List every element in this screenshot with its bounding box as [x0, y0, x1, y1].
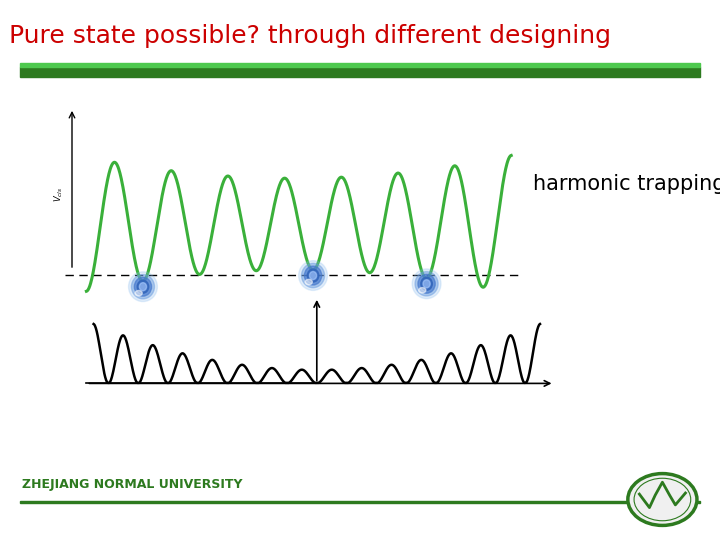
Bar: [20, 63, 700, 67]
Ellipse shape: [418, 274, 435, 293]
Text: ZHEJIANG NORMAL UNIVERSITY: ZHEJIANG NORMAL UNIVERSITY: [22, 478, 242, 491]
Ellipse shape: [138, 280, 149, 293]
Ellipse shape: [420, 278, 432, 291]
Ellipse shape: [305, 266, 322, 285]
Ellipse shape: [415, 272, 438, 296]
Text: Pure state possible? through different designing: Pure state possible? through different d…: [9, 24, 611, 48]
Ellipse shape: [302, 264, 325, 288]
Ellipse shape: [423, 280, 430, 288]
Ellipse shape: [135, 291, 143, 296]
Ellipse shape: [305, 279, 312, 285]
Bar: [20, 67, 700, 77]
Circle shape: [628, 474, 697, 525]
Ellipse shape: [307, 269, 319, 282]
Ellipse shape: [135, 277, 152, 296]
Ellipse shape: [132, 274, 155, 299]
Ellipse shape: [129, 272, 158, 301]
Text: $V_{cls}$: $V_{cls}$: [53, 187, 66, 202]
Ellipse shape: [310, 272, 317, 280]
Ellipse shape: [299, 261, 328, 291]
Ellipse shape: [412, 269, 441, 299]
Text: harmonic trapping: harmonic trapping: [533, 173, 720, 194]
Ellipse shape: [140, 282, 147, 291]
Ellipse shape: [418, 288, 426, 293]
Bar: [20, 501, 700, 503]
